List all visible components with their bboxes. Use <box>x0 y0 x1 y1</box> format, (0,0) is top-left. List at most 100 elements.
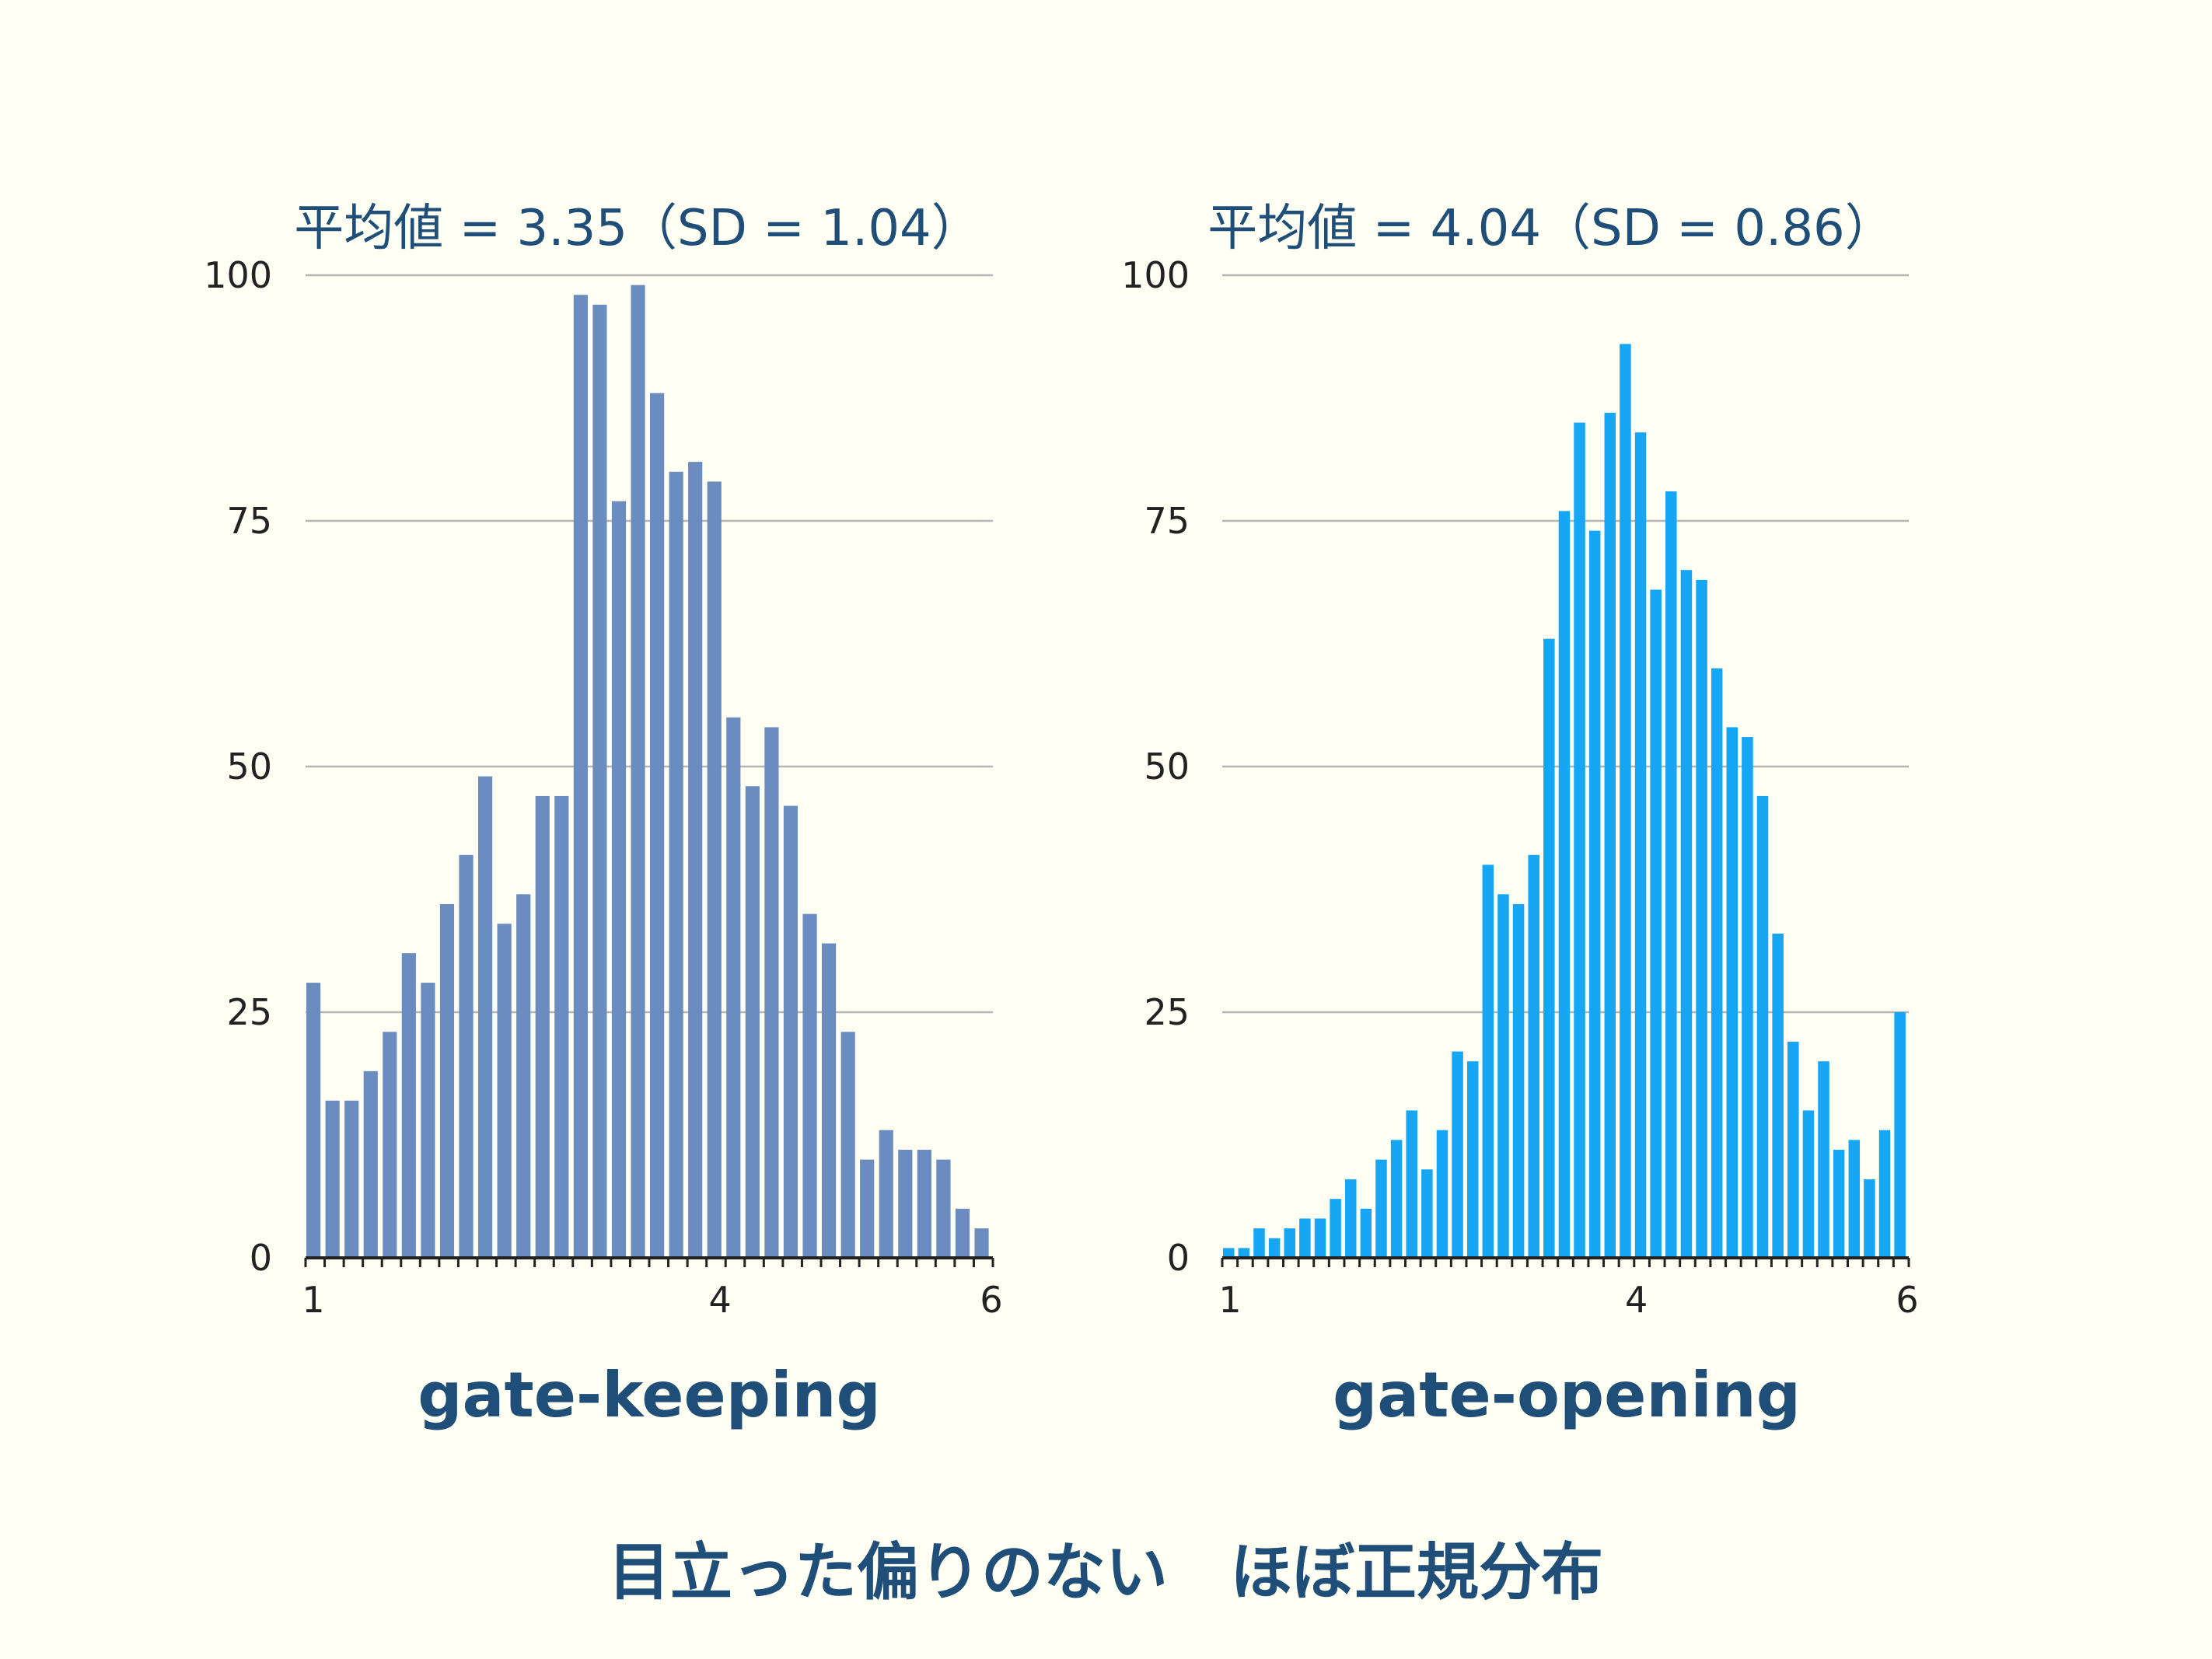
bar <box>1253 1228 1265 1258</box>
y-tick-label: 75 <box>1144 500 1190 542</box>
bar <box>802 913 817 1258</box>
bar <box>917 1149 931 1258</box>
bar <box>1421 1169 1433 1258</box>
bar <box>344 1100 359 1258</box>
bar <box>573 295 588 1258</box>
bar <box>1482 864 1494 1258</box>
bar <box>1772 933 1784 1258</box>
bar <box>1588 530 1601 1258</box>
bar <box>1375 1159 1387 1258</box>
bar <box>631 285 645 1258</box>
bar <box>1543 638 1555 1258</box>
bar <box>439 903 455 1258</box>
bar <box>1787 1041 1799 1258</box>
bar <box>1452 1051 1463 1258</box>
bar <box>516 894 531 1258</box>
histogram-gate-keeping: 0 25 50 75 100 1 4 6 平均値 = 3.35（SD = 1.04） gate-k… <box>204 200 1002 1431</box>
bar <box>1238 1248 1250 1258</box>
bar <box>1436 1130 1448 1258</box>
bar <box>1360 1208 1372 1258</box>
bar <box>1833 1149 1845 1258</box>
bar <box>1284 1228 1296 1258</box>
x-axis-label: gate-opening <box>1333 1359 1801 1431</box>
bar <box>840 1032 855 1258</box>
y-tick-label: 50 <box>226 746 272 788</box>
bar <box>1314 1218 1326 1258</box>
x-tick-label: 4 <box>1625 1279 1648 1321</box>
bar <box>1756 795 1769 1258</box>
bar <box>383 1032 397 1258</box>
bar <box>401 953 416 1258</box>
bar <box>974 1228 989 1258</box>
bar <box>707 481 722 1258</box>
bar <box>325 1100 340 1258</box>
bar <box>669 471 683 1258</box>
bar <box>1848 1140 1861 1258</box>
bar <box>1818 1061 1829 1258</box>
bar <box>822 943 837 1258</box>
bar <box>535 795 550 1258</box>
x-tick-label: 1 <box>302 1279 324 1321</box>
bar <box>1696 579 1707 1258</box>
bar <box>1650 589 1662 1258</box>
x-tick-label: 6 <box>980 1279 1002 1321</box>
bar <box>1497 894 1509 1258</box>
bar <box>1344 1179 1357 1258</box>
bar <box>1680 570 1693 1258</box>
bar <box>459 854 474 1258</box>
chart-title: 平均値 = 4.04（SD = 0.86） <box>1207 200 1895 257</box>
bar <box>879 1130 893 1258</box>
bar <box>1390 1140 1403 1258</box>
bar <box>306 983 321 1258</box>
bar <box>1299 1218 1311 1258</box>
bar <box>1634 432 1647 1258</box>
bar <box>554 795 569 1258</box>
bar <box>592 304 607 1258</box>
bar <box>1665 491 1677 1258</box>
y-tick-label: 0 <box>250 1237 272 1279</box>
bar <box>363 1070 378 1258</box>
bar <box>1878 1130 1891 1258</box>
bar <box>1620 344 1631 1259</box>
bar <box>497 924 512 1258</box>
bar <box>611 501 627 1258</box>
bar <box>1726 727 1738 1258</box>
bar <box>1802 1110 1815 1258</box>
histogram-gate-opening: 0 25 50 75 100 1 4 6 平均値 = 4.04（SD = 0.86） gate-o… <box>1121 200 1918 1431</box>
bar <box>783 805 798 1258</box>
bar <box>860 1159 875 1258</box>
x-axis-label: gate-keeping <box>418 1359 880 1431</box>
y-tick-label: 50 <box>1144 746 1190 788</box>
bar <box>1604 412 1616 1259</box>
y-tick-label: 25 <box>226 991 272 1033</box>
bar <box>1330 1199 1341 1258</box>
chart-title: 平均値 = 3.35（SD = 1.04） <box>294 200 981 257</box>
bar <box>1894 1012 1906 1258</box>
y-tick-label: 75 <box>226 500 272 542</box>
bar <box>1528 854 1539 1258</box>
bar <box>1223 1248 1235 1258</box>
bar <box>1558 511 1571 1258</box>
bar <box>764 727 779 1258</box>
bar <box>1742 737 1753 1258</box>
bar <box>936 1159 951 1258</box>
x-tick-label: 6 <box>1896 1279 1918 1321</box>
bar <box>688 462 703 1258</box>
x-tick-label: 1 <box>1218 1279 1241 1321</box>
bar <box>1574 422 1585 1258</box>
bar <box>1864 1179 1875 1258</box>
y-tick-label: 0 <box>1167 1237 1190 1279</box>
y-tick-label: 100 <box>204 254 272 296</box>
bar <box>1466 1061 1479 1258</box>
bar <box>1512 903 1525 1258</box>
bar <box>955 1208 970 1258</box>
bar <box>1268 1238 1281 1258</box>
y-tick-label: 25 <box>1144 991 1190 1033</box>
bar <box>745 786 760 1258</box>
y-tick-label: 100 <box>1121 254 1190 296</box>
x-tick-label: 4 <box>709 1279 732 1321</box>
bar <box>650 393 665 1259</box>
bar <box>478 776 493 1258</box>
bar <box>1711 668 1723 1258</box>
